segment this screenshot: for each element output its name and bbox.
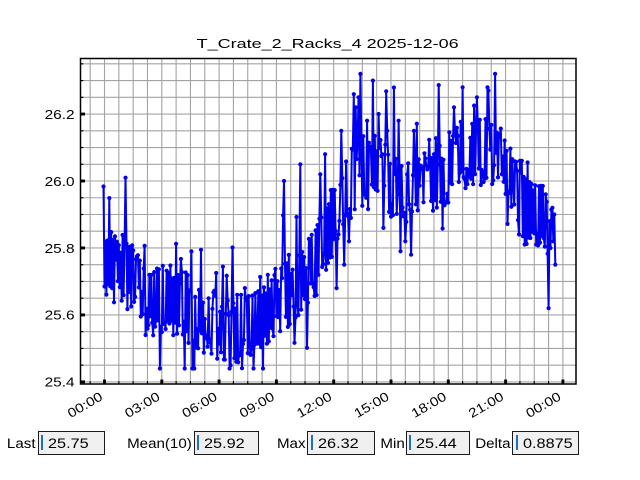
svg-text:26.2: 26.2 — [45, 107, 75, 122]
svg-text:26.0: 26.0 — [45, 174, 75, 189]
svg-text:25.6: 25.6 — [45, 308, 75, 323]
svg-text:T_Crate_2_Racks_4 2025-12-06: T_Crate_2_Racks_4 2025-12-06 — [197, 36, 459, 51]
svg-text:25.4: 25.4 — [45, 375, 75, 390]
svg-text:25.8: 25.8 — [45, 241, 75, 256]
